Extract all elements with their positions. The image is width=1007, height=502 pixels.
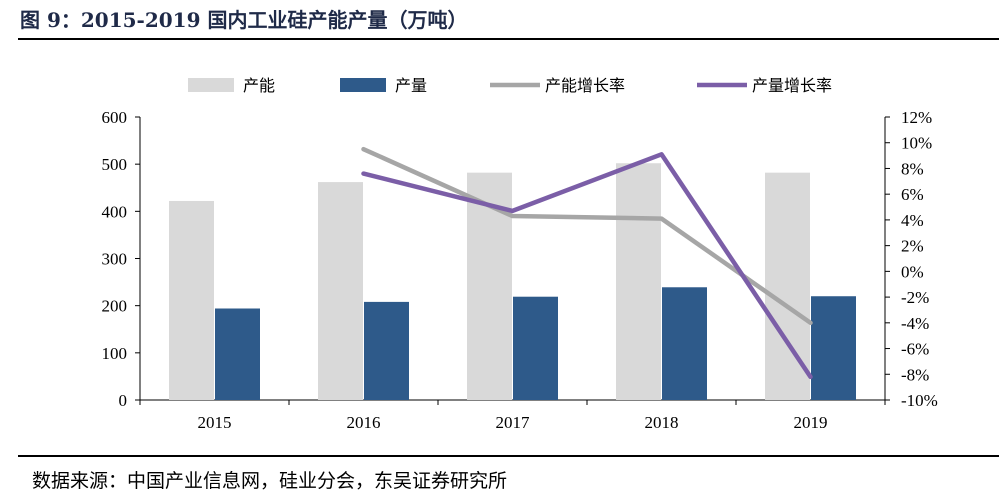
right-y-tick-label: -6% <box>901 340 929 359</box>
left-y-tick-label: 600 <box>102 108 128 127</box>
right-y-tick-label: -10% <box>901 391 938 410</box>
legend-swatch <box>188 78 234 92</box>
x-tick-label: 2015 <box>198 413 232 432</box>
bar-capacity <box>616 163 661 400</box>
top-rule <box>18 38 999 40</box>
x-tick-label: 2017 <box>496 413 531 432</box>
right-y-tick-label: -2% <box>901 288 929 307</box>
x-tick-label: 2018 <box>645 413 679 432</box>
bar-output <box>811 296 856 400</box>
left-y-tick-label: 0 <box>119 391 128 410</box>
bar-output <box>215 308 260 400</box>
bar-output <box>662 287 707 400</box>
capacity-growth-line <box>361 146 813 326</box>
bar-capacity <box>318 182 363 400</box>
chart: 0 100 200 300 400 500 600 -10% -8% -6% -4% -2% 0% 2% 4… <box>102 76 938 432</box>
legend-swatch <box>340 78 386 92</box>
bottom-rule <box>18 455 999 457</box>
bar-capacity <box>169 200 214 400</box>
right-y-tick-label: 6% <box>901 185 924 204</box>
right-y-tick-label: 8% <box>901 159 924 178</box>
right-y-tick-label: 4% <box>901 211 924 230</box>
left-y-tick-label: 300 <box>102 250 128 269</box>
left-y-tick-label: 500 <box>102 155 128 174</box>
right-y-tick-label: 10% <box>901 134 932 153</box>
output-growth-line <box>361 152 813 380</box>
right-y-tick-label: -8% <box>901 365 929 384</box>
legend-label: 产能增长率 <box>545 76 625 95</box>
source-note: 数据来源：中国产业信息网，硅业分会，东吴证券研究所 <box>32 470 508 492</box>
left-y-tick-label: 400 <box>102 202 128 221</box>
x-tick-label: 2019 <box>794 413 828 432</box>
left-y-tick-label: 200 <box>102 297 128 316</box>
legend-label: 产能 <box>243 76 275 95</box>
bar-output <box>364 301 409 400</box>
x-tick-label: 2016 <box>347 413 381 432</box>
right-y-tick-label: 0% <box>901 262 924 281</box>
right-y-tick-label: -4% <box>901 314 929 333</box>
figure-title: 图 9：2015-2019 国内工业硅产能产量（万吨） <box>20 8 468 32</box>
legend-label: 产量 <box>395 76 427 95</box>
bar-output <box>513 296 558 400</box>
legend-label: 产量增长率 <box>752 76 832 95</box>
right-y-tick-label: 2% <box>901 237 924 256</box>
right-y-tick-label: 12% <box>901 108 932 127</box>
left-y-tick-label: 100 <box>102 344 128 363</box>
